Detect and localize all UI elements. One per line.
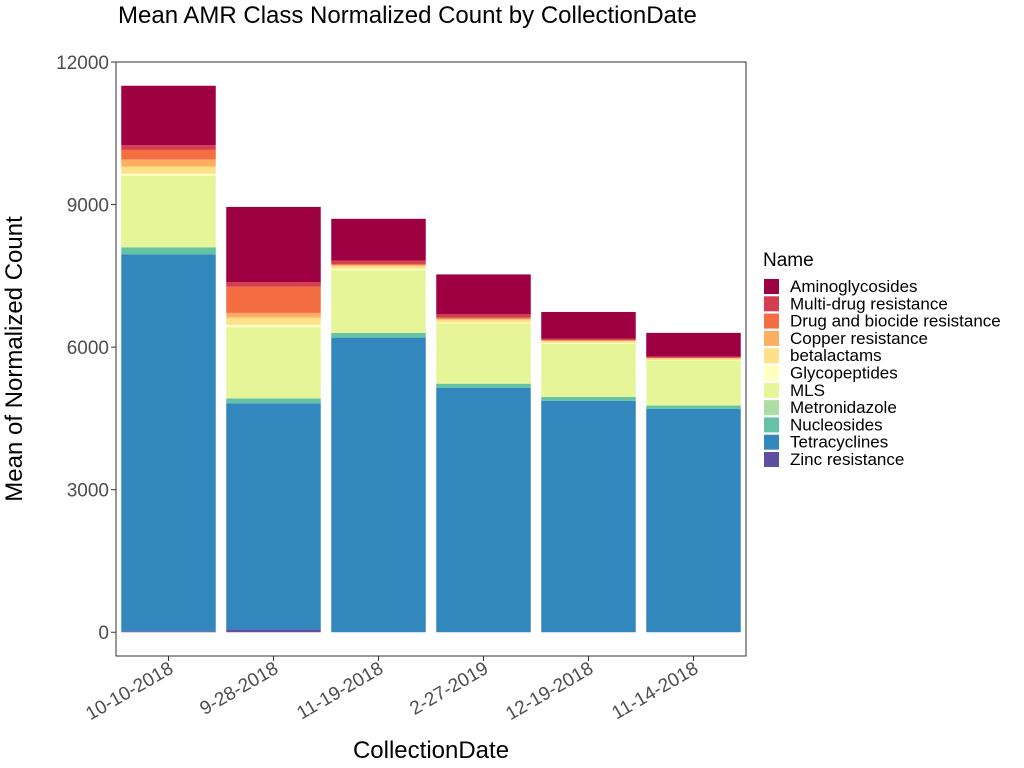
x-tick-label-9-28-2018: 9-28-2018 — [196, 658, 282, 719]
bar-2-27-2019-multi-drug-resistance — [436, 314, 531, 318]
bar-10-10-2018-glycopeptides — [121, 173, 216, 177]
x-axis: 10-10-2018 9-28-2018 11-19-2018 2-27-2019 12… — [82, 656, 702, 725]
y-axis-title: Mean of Normalized Count — [1, 216, 28, 502]
bar-9-28-2018-copper-resistance — [226, 312, 321, 318]
bar-12-19-2018-tetracyclines — [541, 400, 636, 633]
bar-9-28-2018-betalactams — [226, 317, 321, 325]
bar-2-27-2019-drug-and-biocide-resistance — [436, 317, 531, 319]
bar-9-28-2018-zinc-resistance — [226, 629, 321, 633]
bar-12-19-2018-nucleosides — [541, 397, 636, 401]
x-tick-label-12-19-2018: 12-19-2018 — [502, 658, 597, 725]
y-tick-label-3000: 3000 — [67, 481, 109, 502]
bar-9-28-2018-tetracyclines — [226, 403, 321, 630]
legend-swatch-betalactams — [764, 348, 779, 364]
bar-11-14-2018-tetracyclines — [646, 408, 741, 633]
bar-11-14-2018-mls — [646, 360, 741, 406]
legend-label-mls: MLS — [790, 381, 825, 400]
bar-10-10-2018-aminoglycosides — [121, 85, 216, 146]
bar-2-27-2019-nucleosides — [436, 383, 531, 388]
legend-label-glycopeptides: Glycopeptides — [790, 364, 898, 383]
bar-10-10-2018-mls — [121, 176, 216, 248]
legend-swatch-metronidazole — [764, 400, 779, 416]
x-tick-label-10-10-2018: 10-10-2018 — [82, 658, 177, 725]
bar-11-19-2018-copper-resistance — [331, 264, 426, 266]
legend-label-drug-and-biocide-resistance: Drug and biocide resistance — [790, 312, 1001, 331]
legend-swatch-zinc-resistance — [764, 452, 779, 467]
x-tick-label-11-19-2018: 11-19-2018 — [294, 658, 387, 724]
legend-label-aminoglycosides: Aminoglycosides — [790, 277, 918, 296]
legend-label-zinc-resistance: Zinc resistance — [790, 450, 904, 469]
bar-11-14-2018-betalactams — [646, 358, 741, 360]
bar-11-19-2018-betalactams — [331, 265, 426, 269]
x-axis-title: CollectionDate — [353, 737, 509, 764]
bar-10-10-2018-tetracyclines — [121, 254, 216, 632]
legend-swatch-copper-resistance — [764, 330, 779, 346]
bar-11-14-2018-nucleosides — [646, 405, 741, 409]
y-tick-label-9000: 9000 — [67, 196, 109, 217]
plot-panel — [115, 61, 747, 657]
bar-9-28-2018-aminoglycosides — [226, 206, 321, 283]
chart-title: Mean AMR Class Normalized Count by Colle… — [118, 2, 697, 29]
bar-10-10-2018-drug-and-biocide-resistance — [121, 149, 216, 160]
bar-2-27-2019-betalactams — [436, 319, 531, 323]
bar-9-28-2018-mls — [226, 327, 321, 399]
legend-title: Name — [763, 250, 814, 271]
bar-12-19-2018-glycopeptides — [541, 342, 636, 344]
x-tick-label-11-14-2018: 11-14-2018 — [609, 658, 702, 724]
legend-swatch-mls — [764, 382, 779, 398]
bar-9-28-2018-drug-and-biocide-resistance — [226, 286, 321, 313]
legend-swatch-glycopeptides — [764, 365, 779, 381]
bar-11-14-2018-aminoglycosides — [646, 332, 741, 357]
bar-2-27-2019-aminoglycosides — [436, 274, 531, 315]
legend-label-tetracyclines: Tetracyclines — [790, 433, 888, 452]
bar-11-19-2018-tetracyclines — [331, 337, 426, 633]
y-tick-label-6000: 6000 — [67, 338, 109, 359]
bar-11-19-2018-drug-and-biocide-resistance — [331, 263, 426, 265]
bar-10-10-2018-betalactams — [121, 166, 216, 174]
legend-swatch-tetracyclines — [764, 434, 779, 450]
bar-9-28-2018-glycopeptides — [226, 324, 321, 328]
legend-label-nucleosides: Nucleosides — [790, 415, 883, 434]
bar-2-27-2019-tetracyclines — [436, 387, 531, 633]
legend-swatch-drug-and-biocide-resistance — [764, 313, 779, 329]
legend-swatch-aminoglycosides — [764, 279, 779, 294]
bar-11-19-2018-multi-drug-resistance — [331, 260, 426, 264]
bar-10-10-2018-nucleosides — [121, 247, 216, 255]
bar-12-19-2018-aminoglycosides — [541, 311, 636, 339]
legend-swatch-multi-drug-resistance — [764, 296, 779, 312]
bar-9-28-2018-nucleosides — [226, 398, 321, 404]
bar-11-19-2018-mls — [331, 270, 426, 333]
legend-label-multi-drug-resistance: Multi-drug resistance — [790, 294, 948, 313]
bar-11-19-2018-nucleosides — [331, 332, 426, 338]
legend-swatch-nucleosides — [764, 417, 779, 433]
y-axis: 0 3000 6000 9000 12000 — [56, 53, 116, 644]
bar-9-28-2018-multi-drug-resistance — [226, 282, 321, 287]
y-tick-label-12000: 12000 — [56, 53, 109, 74]
legend-label-betalactams: betalactams — [790, 346, 882, 365]
bar-11-19-2018-glycopeptides — [331, 268, 426, 271]
x-tick-label-2-27-2019: 2-27-2019 — [406, 658, 492, 719]
bar-10-10-2018-multi-drug-resistance — [121, 145, 216, 150]
y-tick-label-0: 0 — [98, 623, 109, 644]
bar-2-27-2019-mls — [436, 323, 531, 384]
bar-12-19-2018-mls — [541, 343, 636, 398]
bar-11-14-2018-multi-drug-resistance — [646, 356, 741, 358]
bar-12-19-2018-betalactams — [541, 340, 636, 343]
legend-label-copper-resistance: Copper resistance — [790, 329, 928, 348]
bars-layer — [121, 85, 741, 633]
bar-11-19-2018-aminoglycosides — [331, 218, 426, 261]
bar-10-10-2018-zinc-resistance — [121, 631, 216, 633]
bar-12-19-2018-multi-drug-resistance — [541, 338, 636, 340]
bar-2-27-2019-copper-resistance — [436, 318, 531, 320]
legend-label-metronidazole: Metronidazole — [790, 398, 897, 417]
bar-10-10-2018-copper-resistance — [121, 159, 216, 167]
bar-2-27-2019-glycopeptides — [436, 322, 531, 324]
